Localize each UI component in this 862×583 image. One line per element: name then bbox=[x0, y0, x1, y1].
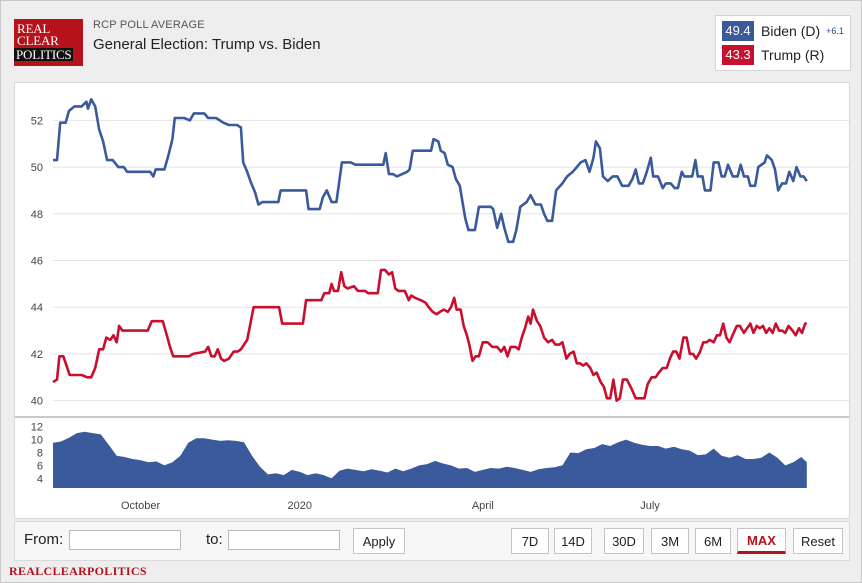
spread-area-path bbox=[53, 431, 807, 488]
trump-label: Trump (R) bbox=[761, 47, 825, 63]
rcp-logo: REAL CLEAR POLITICS bbox=[14, 19, 83, 66]
gridlines bbox=[15, 119, 849, 418]
trump-value-badge: 43.3 bbox=[722, 45, 754, 65]
poll-title: General Election: Trump vs. Biden bbox=[93, 36, 321, 53]
spread-tick-label: 4 bbox=[37, 473, 43, 485]
biden-label: Biden (D) bbox=[761, 23, 821, 39]
x-tick-label: 2020 bbox=[288, 500, 312, 512]
legend-row-trump: 43.3 Trump (R) bbox=[722, 45, 824, 65]
series-line-trump bbox=[52, 268, 807, 403]
from-label: From: bbox=[24, 531, 64, 548]
x-axis-ticks: October 2020 April July bbox=[121, 500, 660, 512]
y-tick-label: 44 bbox=[31, 302, 43, 314]
poll-subtitle: RCP POLL AVERAGE bbox=[93, 19, 205, 31]
spread-tick-label: 6 bbox=[37, 460, 43, 472]
range-button-6m[interactable]: 6M bbox=[695, 528, 731, 554]
y-tick-label: 50 bbox=[31, 162, 43, 174]
spread-value: +6.1 bbox=[826, 26, 844, 36]
series-lines bbox=[52, 97, 808, 403]
y-tick-label: 48 bbox=[31, 209, 43, 221]
to-label: to: bbox=[206, 531, 223, 548]
y-axis-ticks: 40 42 44 46 48 50 52 bbox=[31, 115, 43, 407]
legend: 49.4 Biden (D) +6.1 43.3 Trump (R) bbox=[715, 15, 851, 71]
footer-brand: REALCLEARPOLITICS bbox=[9, 564, 147, 578]
to-date-input[interactable] bbox=[228, 530, 340, 550]
spread-tick-label: 10 bbox=[31, 435, 43, 447]
y-tick-label: 52 bbox=[31, 115, 43, 127]
range-button-3m[interactable]: 3M bbox=[651, 528, 689, 554]
spread-area bbox=[53, 431, 807, 488]
range-button-14d[interactable]: 14D bbox=[554, 528, 592, 554]
logo-line-2: CLEAR bbox=[17, 33, 59, 48]
range-button-max[interactable]: MAX bbox=[737, 528, 786, 554]
y-tick-label: 46 bbox=[31, 256, 43, 268]
x-tick-label: October bbox=[121, 500, 160, 512]
logo-line-1: REAL bbox=[17, 21, 51, 36]
legend-row-biden: 49.4 Biden (D) +6.1 bbox=[722, 21, 844, 41]
chart-area[interactable]: 40 42 44 46 48 50 52 4 6 8 10 12 October 2020 April J… bbox=[14, 82, 850, 519]
logo-line-3: POLITICS bbox=[14, 47, 74, 62]
spread-tick-label: 12 bbox=[31, 422, 43, 434]
x-tick-label: April bbox=[472, 500, 494, 512]
date-controls: From: to: Apply 7D 14D 30D 3M 6M MAX Reset bbox=[14, 521, 850, 561]
x-tick-label: July bbox=[640, 500, 660, 512]
range-button-reset[interactable]: Reset bbox=[793, 528, 843, 554]
range-button-7d[interactable]: 7D bbox=[511, 528, 549, 554]
spread-tick-label: 8 bbox=[37, 448, 43, 460]
series-line-biden bbox=[53, 97, 808, 244]
apply-button[interactable]: Apply bbox=[353, 528, 405, 554]
y-tick-label: 40 bbox=[31, 396, 43, 408]
from-date-input[interactable] bbox=[69, 530, 181, 550]
range-button-30d[interactable]: 30D bbox=[604, 528, 644, 554]
biden-value-badge: 49.4 bbox=[722, 21, 754, 41]
y-tick-label: 42 bbox=[31, 349, 43, 361]
